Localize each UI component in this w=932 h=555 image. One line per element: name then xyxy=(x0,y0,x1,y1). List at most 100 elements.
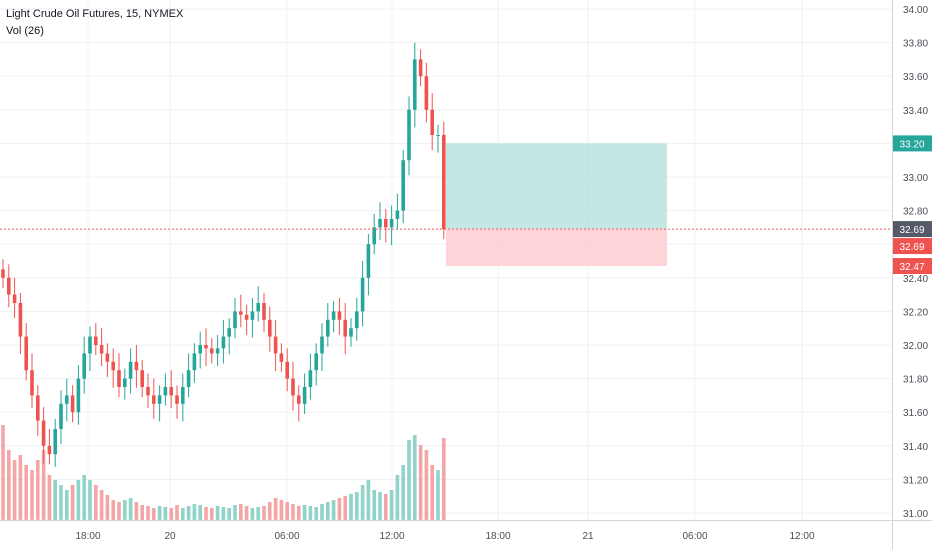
volume-bar xyxy=(1,425,5,520)
target-price-label-bg xyxy=(893,135,932,152)
candle-body xyxy=(30,370,34,396)
volume-bar xyxy=(128,498,133,520)
candle-body xyxy=(186,370,191,387)
candle-body xyxy=(244,314,249,320)
time-tick-label: 18:00 xyxy=(485,531,510,542)
volume-bar xyxy=(308,506,313,520)
volume-bar xyxy=(157,506,162,520)
candle-body xyxy=(442,135,446,230)
time-axis[interactable]: 18:00 20 06:00 12:00 18:00 21 06:00 12:00 xyxy=(0,520,932,543)
price-tick-label: 32.00 xyxy=(903,341,928,352)
volume-bar xyxy=(76,480,81,520)
volume-bar xyxy=(30,470,34,520)
candle-body xyxy=(424,76,429,110)
candle-body xyxy=(360,277,365,312)
volume-bar xyxy=(384,494,388,520)
candle-body xyxy=(256,303,260,312)
price-tick-label: 31.00 xyxy=(903,509,928,520)
candle-body xyxy=(378,219,382,228)
volume-bar xyxy=(279,500,284,520)
candle-body xyxy=(204,345,208,349)
candle-body xyxy=(210,348,214,354)
candle-body xyxy=(239,311,243,315)
candle-body xyxy=(401,160,405,211)
symbol-title[interactable]: Light Crude Oil Futures, 15, NYMEX xyxy=(6,8,184,20)
candle-body xyxy=(123,378,127,387)
volume-bar xyxy=(65,490,69,520)
price-tick-label: 33.40 xyxy=(903,106,928,117)
candle-body xyxy=(140,370,144,387)
volume-bar xyxy=(175,505,179,520)
price-axis[interactable]: 34.0033.8033.6033.4033.2033.0032.8032.60… xyxy=(892,0,929,550)
volume-bar xyxy=(181,508,185,520)
volume-bar xyxy=(389,490,394,520)
candle-body xyxy=(343,319,347,337)
volume-indicator-label[interactable]: Vol (26) xyxy=(6,25,44,37)
volume-bar xyxy=(407,440,411,520)
price-tick-label: 32.20 xyxy=(903,307,928,318)
volume-bar xyxy=(186,506,191,520)
profit-zone xyxy=(446,143,667,230)
candles xyxy=(1,42,446,467)
loss-zone xyxy=(446,229,667,267)
volume-bar xyxy=(430,465,434,520)
volume-bar xyxy=(349,494,353,520)
candle-body xyxy=(146,387,150,396)
volume-bar xyxy=(372,490,376,520)
candle-body xyxy=(407,109,411,161)
time-tick-label: 06:00 xyxy=(274,531,299,542)
price-tick-label: 32.40 xyxy=(903,274,928,285)
volume-bar xyxy=(24,465,28,520)
volume-bar xyxy=(401,465,405,520)
volume-bar xyxy=(221,507,226,520)
volume-bar xyxy=(244,506,249,520)
volume-bar xyxy=(424,450,429,520)
volume-bar xyxy=(140,505,144,520)
candle-body xyxy=(268,319,272,337)
risk-reward-position[interactable] xyxy=(446,143,667,267)
entry-price-label-bg xyxy=(893,238,932,255)
candle-body xyxy=(384,219,388,228)
volume-bar xyxy=(111,500,115,520)
volume-bar xyxy=(268,502,272,520)
candle-body xyxy=(128,361,133,379)
candle-body xyxy=(169,387,173,396)
candle-body xyxy=(273,336,278,354)
volume-bar xyxy=(436,470,440,520)
candle-body xyxy=(47,445,52,455)
candle-body xyxy=(134,361,139,371)
candle-body xyxy=(198,345,202,354)
candle-body xyxy=(41,420,46,446)
volume-bar xyxy=(360,485,365,520)
candle-body xyxy=(227,328,231,337)
volume-bar xyxy=(192,504,197,520)
time-tick-label: 12:00 xyxy=(379,531,404,542)
price-tick-label: 33.60 xyxy=(903,72,928,83)
candle-body xyxy=(105,353,110,362)
volume-bar xyxy=(314,507,318,520)
volume-bar xyxy=(413,435,417,520)
candle-body xyxy=(436,135,440,136)
volume-bar xyxy=(366,480,371,520)
volume-bar xyxy=(70,485,75,520)
candle-body xyxy=(413,59,417,110)
volume-bar xyxy=(302,505,307,520)
volume-bar xyxy=(82,475,86,520)
stop-price-label-bg xyxy=(893,258,932,275)
candle-body xyxy=(395,210,400,219)
candle-body xyxy=(389,219,394,228)
volume-bar xyxy=(442,438,446,520)
candle-body xyxy=(12,294,17,303)
volume-bar xyxy=(227,508,231,520)
time-tick-label: 21 xyxy=(582,531,594,542)
volume-bar xyxy=(331,500,336,520)
volume-bar xyxy=(134,502,139,520)
volume-bar xyxy=(198,505,202,520)
volume-bar xyxy=(18,455,23,520)
chart-legend[interactable]: Light Crude Oil Futures, 15, NYMEX Vol (… xyxy=(6,6,183,40)
candle-body xyxy=(7,277,11,295)
candle-body xyxy=(1,269,5,278)
price-tick-label: 31.60 xyxy=(903,408,928,419)
